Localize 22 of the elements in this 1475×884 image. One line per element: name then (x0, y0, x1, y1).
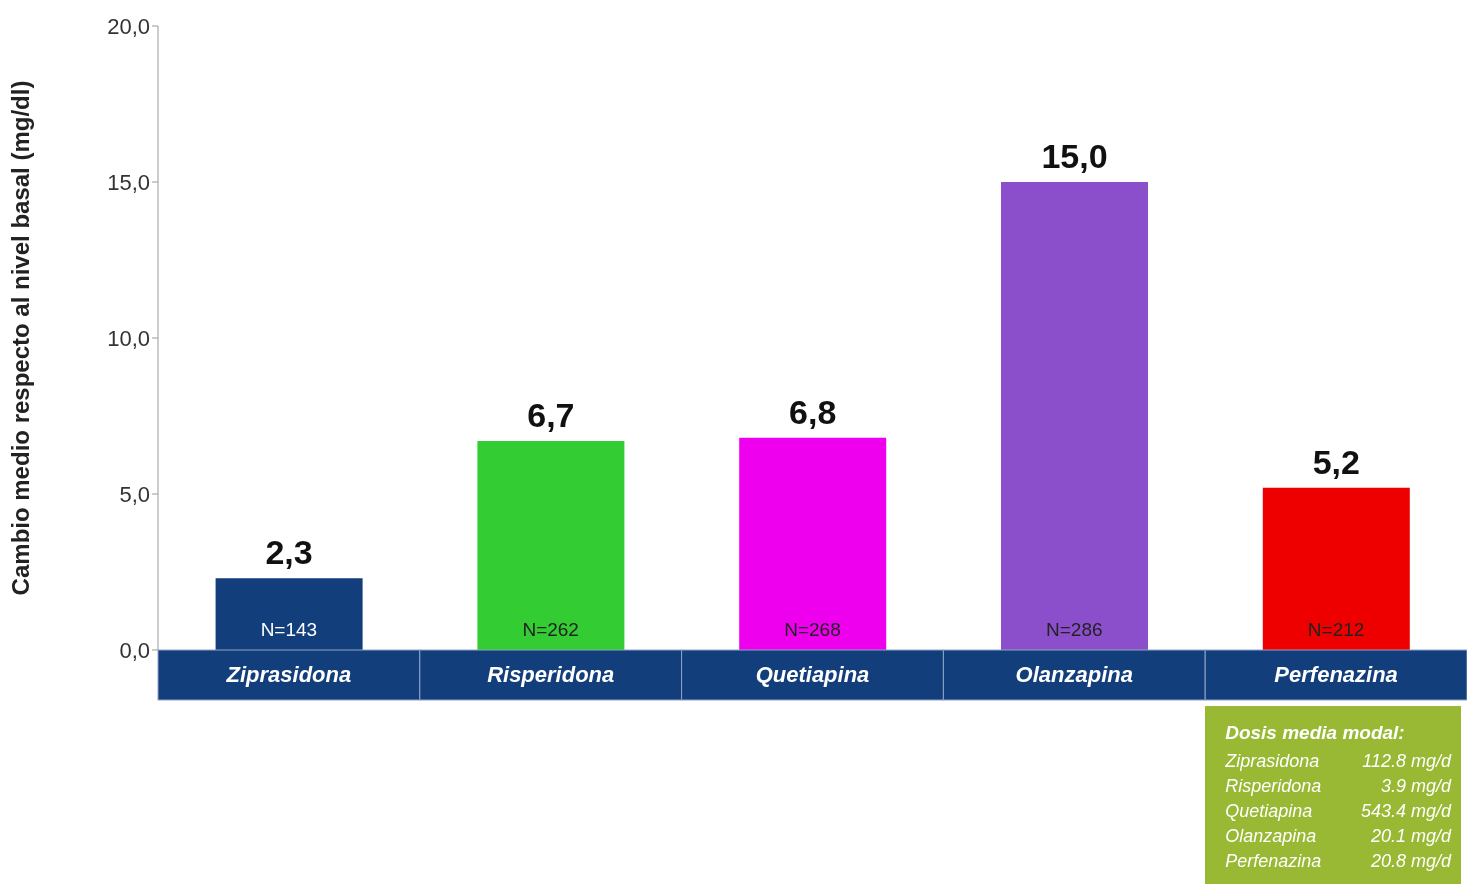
y-tick-label: 15,0 (107, 169, 150, 195)
data-label: 5,2 (1312, 442, 1360, 481)
annotation: N=268 (784, 619, 841, 640)
annotation: N=212 (1307, 619, 1365, 640)
data-label: 15,0 (1041, 137, 1108, 175)
x-tick-label: Risperidona (487, 662, 615, 687)
x-tick-label: Quetiapina (755, 662, 870, 687)
x-tick-label: Ziprasidona (225, 662, 352, 687)
data-label: 6,8 (789, 392, 837, 431)
data-label: 6,7 (527, 395, 575, 434)
x-tick-label: Olanzapina (1015, 662, 1133, 687)
annotation: N=286 (1046, 619, 1103, 640)
y-tick-label: 5,0 (119, 481, 150, 507)
dose-table: Dosis media modal: Ziprasidona 112.8 mg/d Risperidona 3.9 mg/d Quetiapina 543.4 mg/d Olanzapina 20.1 mg/d Perfenazina 20.8 mg/d (1205, 706, 1461, 884)
x-tick-label: Perfenazina (1274, 662, 1398, 687)
y-tick-label: 10,0 (107, 325, 150, 351)
data-label: 2,3 (265, 533, 313, 572)
y-tick-label: 20,0 (107, 13, 150, 39)
y-axis-title: Cambio medio respecto al nivel basal (mg/dl) (6, 80, 34, 596)
annotation: N=262 (522, 619, 579, 640)
y-tick-label: 0,0 (119, 637, 150, 663)
annotation: N=143 (260, 619, 318, 640)
